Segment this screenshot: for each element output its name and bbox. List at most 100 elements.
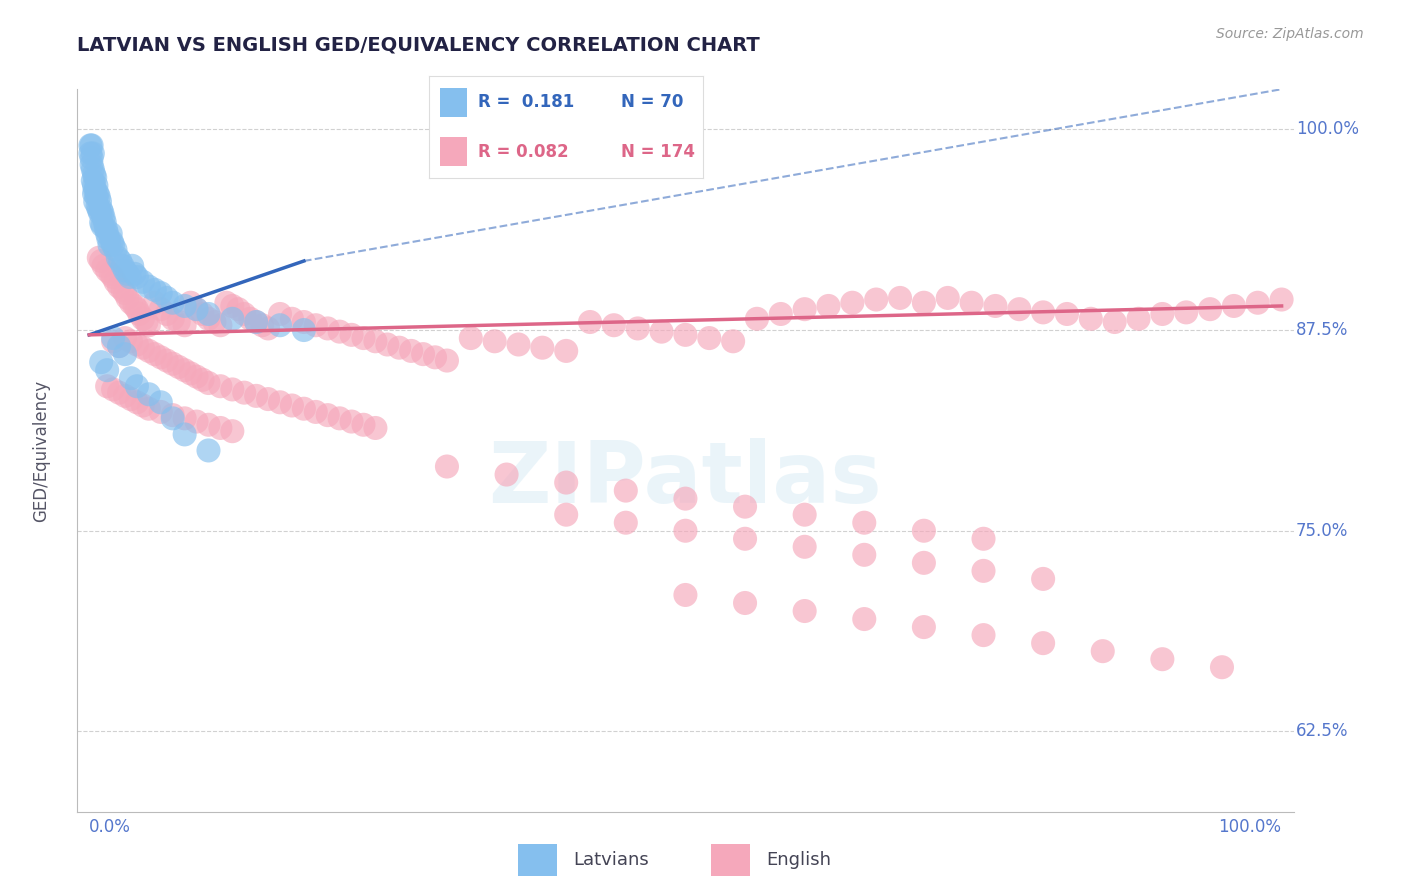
Text: Source: ZipAtlas.com: Source: ZipAtlas.com — [1216, 27, 1364, 41]
Point — [120, 334, 142, 349]
Point — [143, 283, 166, 297]
Text: English: English — [766, 851, 831, 869]
Point — [149, 405, 172, 419]
Point — [104, 275, 127, 289]
Point — [162, 411, 184, 425]
Point — [399, 343, 422, 358]
Point — [120, 371, 142, 385]
Point — [167, 315, 190, 329]
Point — [209, 318, 232, 333]
Point — [107, 251, 129, 265]
Point — [734, 500, 756, 514]
Point — [149, 395, 172, 409]
Point — [89, 206, 111, 220]
Point — [364, 421, 387, 435]
FancyBboxPatch shape — [711, 844, 751, 876]
Point — [484, 334, 506, 349]
Point — [80, 158, 103, 172]
Point — [316, 321, 339, 335]
Point — [84, 194, 107, 209]
Point — [269, 395, 291, 409]
Point — [87, 190, 110, 204]
Point — [603, 318, 626, 333]
Point — [156, 307, 179, 321]
Point — [114, 263, 136, 277]
Point — [329, 325, 352, 339]
Point — [162, 357, 184, 371]
Point — [245, 315, 267, 329]
Point — [162, 295, 184, 310]
Point — [80, 151, 103, 165]
Point — [124, 299, 146, 313]
Point — [495, 467, 517, 482]
Text: GED/Equivalency: GED/Equivalency — [32, 379, 51, 522]
Point — [973, 628, 995, 642]
Point — [84, 183, 107, 197]
Point — [93, 259, 115, 273]
Point — [1032, 572, 1054, 586]
Point — [936, 291, 959, 305]
Point — [364, 334, 387, 349]
Point — [87, 251, 110, 265]
Point — [149, 351, 172, 365]
Point — [90, 355, 112, 369]
Text: 100.0%: 100.0% — [1296, 120, 1360, 138]
Point — [138, 401, 160, 416]
Point — [269, 318, 291, 333]
Point — [579, 315, 602, 329]
Point — [697, 331, 720, 345]
Point — [100, 267, 122, 281]
Point — [121, 259, 143, 273]
Text: ZIPatlas: ZIPatlas — [488, 438, 883, 521]
Point — [912, 556, 935, 570]
Point — [149, 286, 172, 301]
Text: 87.5%: 87.5% — [1296, 321, 1348, 339]
Text: N = 174: N = 174 — [621, 143, 695, 161]
Point — [257, 392, 280, 406]
Point — [84, 170, 107, 185]
Point — [111, 259, 134, 273]
Point — [108, 279, 131, 293]
Point — [167, 359, 190, 374]
Point — [83, 186, 105, 201]
Point — [1247, 295, 1270, 310]
Point — [197, 376, 219, 390]
Point — [101, 235, 124, 249]
Point — [94, 215, 117, 229]
Point — [973, 532, 995, 546]
Point — [245, 315, 267, 329]
Point — [111, 283, 134, 297]
Point — [853, 548, 876, 562]
Text: N = 70: N = 70 — [621, 94, 683, 112]
Point — [204, 315, 226, 329]
Point — [651, 325, 673, 339]
Point — [221, 424, 243, 438]
Point — [221, 311, 243, 326]
Point — [191, 373, 214, 387]
Point — [173, 427, 195, 442]
Point — [162, 311, 184, 326]
Point — [132, 311, 155, 326]
Point — [675, 524, 697, 538]
Point — [197, 443, 219, 458]
FancyBboxPatch shape — [440, 137, 467, 166]
Point — [412, 347, 434, 361]
Point — [114, 347, 136, 361]
Point — [233, 385, 256, 400]
Point — [1211, 660, 1233, 674]
Point — [91, 219, 114, 233]
Point — [1223, 299, 1246, 313]
Point — [1128, 311, 1150, 326]
Point — [114, 331, 136, 345]
Point — [1091, 644, 1114, 658]
Point — [93, 211, 115, 225]
Point — [1152, 307, 1174, 321]
Point — [101, 270, 124, 285]
Point — [292, 323, 315, 337]
Point — [1104, 315, 1126, 329]
Point — [125, 395, 148, 409]
Point — [82, 146, 104, 161]
Text: LATVIAN VS ENGLISH GED/EQUIVALENCY CORRELATION CHART: LATVIAN VS ENGLISH GED/EQUIVALENCY CORRE… — [77, 36, 761, 54]
Point — [305, 405, 328, 419]
Point — [221, 383, 243, 397]
